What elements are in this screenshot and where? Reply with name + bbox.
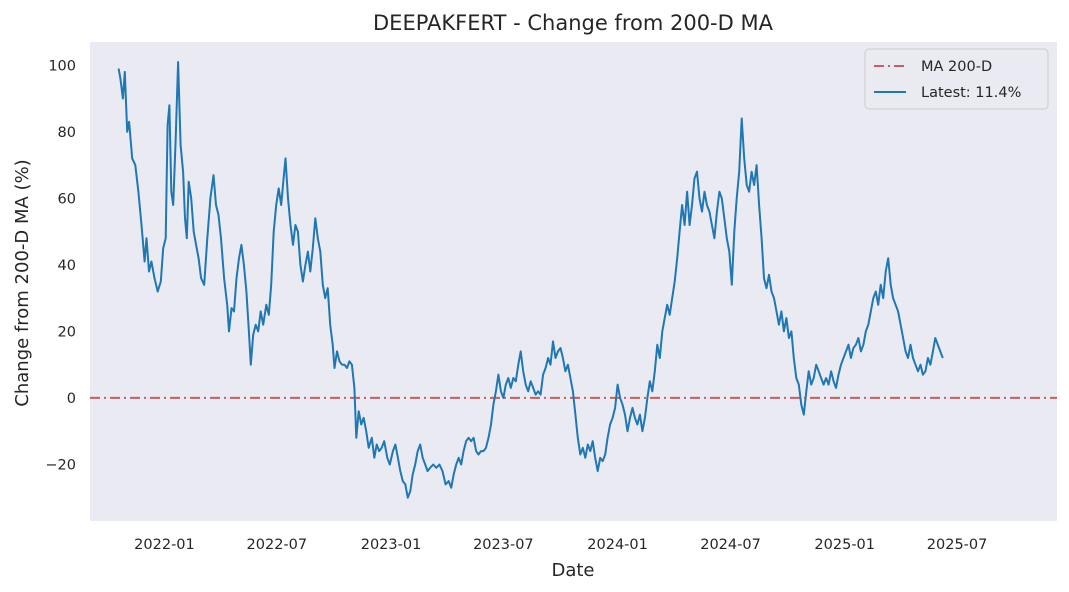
legend: MA 200-D Latest: 11.4%	[864, 48, 1049, 110]
x-tick-label: 2023-01	[361, 537, 422, 553]
x-tick-label: 2024-07	[700, 537, 761, 553]
y-tick-label: 100	[48, 58, 76, 74]
series-line-latest	[117, 61, 944, 499]
x-tick-label: 2023-07	[473, 537, 534, 553]
y-tick-label: 60	[58, 191, 76, 207]
x-tick-label: 2024-01	[587, 537, 648, 553]
x-tick-label: 2025-07	[927, 537, 988, 553]
y-axis-label: Change from 200-D MA (%)	[12, 159, 33, 406]
y-tick-label: 40	[58, 258, 76, 274]
legend-label-latest: Latest: 11.4%	[921, 85, 1021, 101]
plot-background	[90, 42, 1057, 521]
y-axis-ticks: −20 0 20 40 60 80 100	[45, 58, 76, 473]
chart-title: DEEPAKFERT - Change from 200-D MA	[373, 11, 774, 35]
x-tick-label: 2022-01	[134, 537, 195, 553]
legend-box	[864, 48, 1049, 110]
x-axis-label: Date	[551, 560, 594, 581]
y-tick-label: 0	[67, 391, 76, 407]
x-tick-label: 2025-01	[814, 537, 875, 553]
legend-label-ma: MA 200-D	[921, 59, 992, 75]
y-tick-label: 20	[58, 324, 76, 340]
y-tick-label: 80	[58, 125, 76, 141]
y-tick-label: −20	[45, 457, 76, 473]
x-tick-label: 2022-07	[247, 537, 308, 553]
x-axis-ticks: 2022-01 2022-07 2023-01 2023-07 2024-01 2024-…	[134, 537, 987, 553]
